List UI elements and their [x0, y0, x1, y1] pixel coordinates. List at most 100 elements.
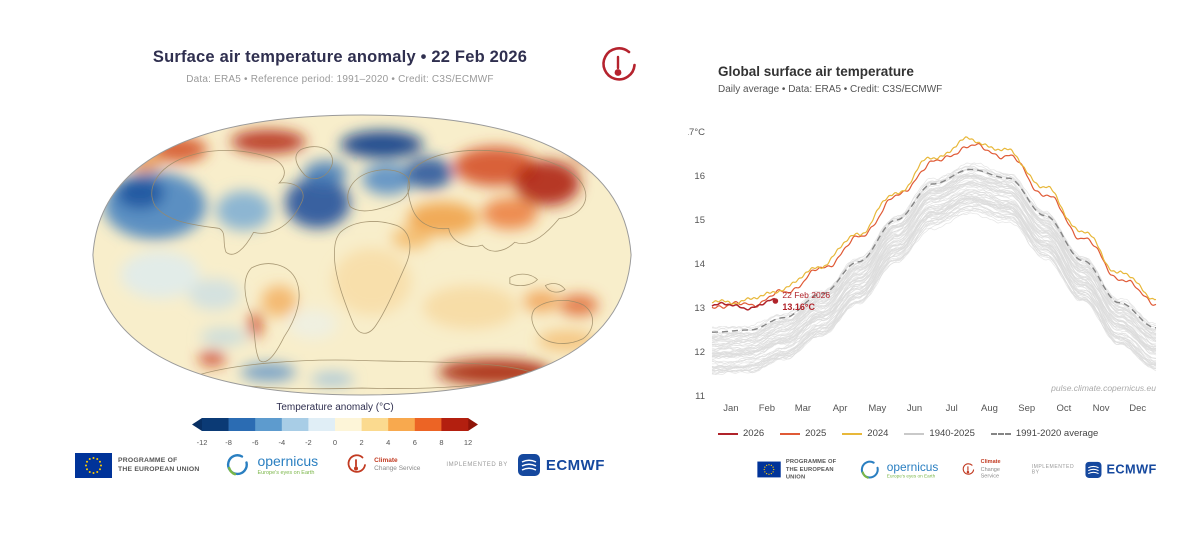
copernicus-logo: opernicus Europe's eyes on Earth: [860, 459, 939, 481]
colorbar-tick: 6: [413, 438, 417, 447]
c3s-line2: Change Service: [980, 466, 1000, 480]
ecmwf-wordmark: ECMWF: [1106, 462, 1157, 477]
map-title: Surface air temperature anomaly • 22 Feb…: [152, 48, 528, 66]
anomaly-region-north-pacific-core-cold: [116, 177, 164, 209]
colorbar-tick: 0: [333, 438, 337, 447]
c3s-icon: [347, 454, 367, 473]
legend-swatch: [718, 432, 738, 435]
x-axis-month-label: Apr: [833, 403, 848, 414]
copernicus-tagline: Europe's eyes on Earth: [257, 470, 315, 476]
anomaly-region-arctic-europe-cold: [340, 130, 424, 159]
x-axis-month-label: Mar: [795, 403, 811, 414]
x-axis-month-label: Sep: [1018, 403, 1035, 414]
anomaly-region-central-asia-warm: [407, 201, 479, 236]
latest-point-marker: [772, 298, 779, 304]
ensemble-1940-2025: [711, 162, 1157, 375]
anomaly-region-east-siberia-warm: [514, 160, 580, 206]
anomaly-region-ross-sea-cold: [310, 372, 355, 387]
implemented-by-label: IMPLEMENTED BY: [1031, 464, 1075, 475]
copernicus-tagline: Europe's eyes on Earth: [886, 473, 936, 480]
legend-label: 2024: [867, 428, 889, 439]
c3s-line1: Climate: [374, 456, 398, 464]
anomaly-region-alaska-warm: [129, 154, 161, 173]
anomaly-region-equatorial-pacific-cool: [120, 251, 200, 299]
legend-item-2026: 2026: [718, 428, 764, 439]
chart-subtitle: Daily average • Data: ERA5 • Credit: C3S…: [718, 84, 943, 95]
x-axis-month-label: Feb: [759, 403, 775, 414]
copernicus-icon: [227, 454, 249, 476]
watermark: pulse.climate.copernicus.eu: [1051, 383, 1156, 393]
x-axis-month-label: Jul: [946, 403, 958, 414]
anomaly-region-southern-ocean-cool: [200, 327, 248, 346]
anomaly-region-australia-warm: [559, 294, 599, 317]
anomaly-region-china-warm: [482, 197, 538, 230]
anomaly-region-indian-ocean-mild: [423, 285, 518, 329]
eu-programme-line2: THE EUROPEAN UNION: [118, 466, 200, 473]
c3s-icon: [962, 463, 975, 475]
copernicus-wordmark: opernicus: [257, 453, 319, 469]
series-2024: [711, 136, 1157, 305]
legend-label: 2025: [805, 428, 827, 439]
coastlines: [151, 146, 593, 390]
x-axis-month-label: Dec: [1129, 403, 1146, 414]
colorbar-tick: 8: [439, 438, 443, 447]
c3s-footer-logo: Climate Change Service: [344, 453, 420, 477]
ecmwf-wordmark: ECMWF: [545, 456, 605, 474]
y-axis-tick: 16: [694, 171, 705, 182]
anomaly-region-west-russia-cold: [405, 157, 453, 189]
colorbar-label: Temperature anomaly (°C): [276, 402, 394, 413]
x-axis-month-label: Oct: [1057, 403, 1072, 414]
x-axis-month-label: Aug: [981, 403, 998, 414]
legend-swatch: [990, 432, 1011, 435]
eu-programme-line1: PROGRAMME OF: [118, 456, 178, 464]
temperature-line-chart[interactable]: 22 Feb 2026 13.16°C 17°C 16 15 14 13 12 11 Jan Feb…: [688, 120, 1166, 420]
colorbar-tick: 12: [464, 438, 472, 447]
anomaly-region-east-north-america-cold: [216, 190, 272, 231]
colorbar-tick: 4: [386, 438, 390, 447]
legend-item-2025: 2025: [780, 428, 826, 439]
copernicus-icon: [861, 460, 880, 479]
y-axis-tick: 12: [694, 347, 705, 358]
world-anomaly-map[interactable]: [86, 112, 638, 398]
colorbar-tick: -4: [278, 438, 285, 447]
eu-programme-logo: PROGRAMME OF THE EUROPEAN UNION: [75, 452, 200, 478]
legend-item-2024: 2024: [842, 428, 888, 439]
legend-swatch: [842, 432, 863, 435]
colorbar-tick: -6: [252, 438, 259, 447]
c3s-line1: Climate: [980, 458, 1001, 465]
copernicus-wordmark: opernicus: [886, 459, 939, 474]
anomaly-region-antarctica-east-warm: [437, 359, 553, 386]
colorbar-tick: -2: [305, 438, 312, 447]
chart-legend: 2026 2025 2024 1940-2025 1991-2020 average: [718, 428, 1098, 439]
eu-programme-logo: PROGRAMME OF THE EUROPEAN UNION: [757, 458, 837, 481]
x-axis-month-label: Nov: [1093, 403, 1110, 414]
series-2026: [711, 297, 777, 311]
y-axis-tick: 14: [694, 259, 705, 270]
x-axis-month-label: Jan: [723, 403, 738, 414]
logos-row-right: PROGRAMME OF THE EUROPEAN UNION opernicu…: [722, 458, 1192, 486]
colorbar-tick: -8: [225, 438, 232, 447]
ecmwf-logo: IMPLEMENTED BY ECMWF: [446, 454, 605, 476]
ecmwf-logo: IMPLEMENTED BY ECMWF: [1032, 460, 1157, 479]
copernicus-logo: opernicus Europe's eyes on Earth: [225, 452, 318, 478]
anomaly-region-africa-mild-warm: [332, 248, 412, 316]
anomaly-region-chile-coast-warm: [248, 312, 263, 338]
anomaly-region-greenland-cold: [303, 160, 348, 186]
chart-title: Global surface air temperature: [718, 64, 914, 79]
c3s-footer-logo: Climate Change Service: [960, 459, 1009, 481]
y-axis-tick: 15: [694, 215, 705, 226]
series-1991-2020-average: [712, 168, 1157, 333]
annotation-date: 22 Feb 2026: [782, 290, 830, 300]
annotation-value: 13.16°C: [782, 302, 815, 312]
y-axis-tick: 11: [695, 391, 705, 402]
anomaly-region-amundsen-warm: [198, 350, 226, 367]
legend-swatch: [904, 432, 925, 435]
ecmwf-icon: [517, 454, 540, 476]
anomaly-region-middle-east-warm: [391, 227, 431, 250]
legend-item-1991-2020-average: 1991-2020 average: [990, 428, 1098, 439]
anomaly-region-bering-warm: [152, 136, 208, 163]
y-axis-tick: 13: [694, 303, 705, 314]
y-axis-tick: 17°C: [688, 127, 705, 138]
series-2025: [711, 142, 1157, 309]
